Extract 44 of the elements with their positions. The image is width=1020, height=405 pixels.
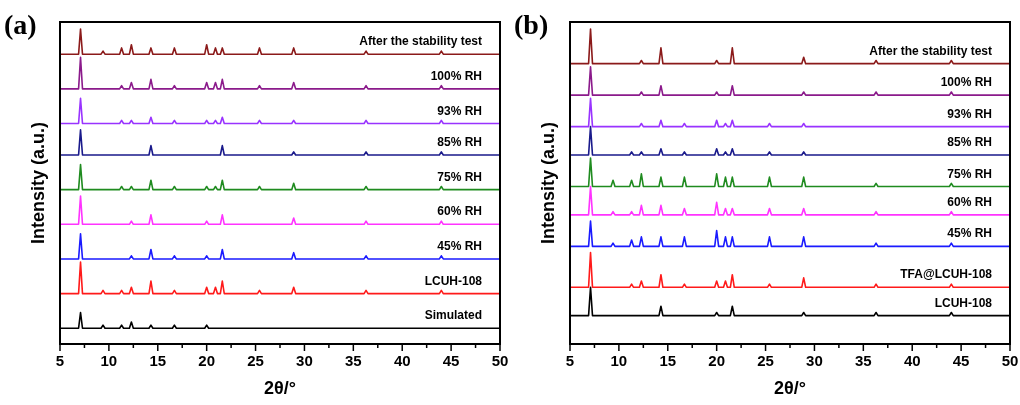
x-tick-label: 30	[806, 352, 823, 369]
y-axis-title: Intensity (a.u.)	[538, 121, 558, 245]
x-tick-label: 40	[393, 352, 411, 369]
x-tick-label: 20	[708, 352, 726, 369]
x-tick-label: 25	[247, 352, 264, 369]
series-label: 93% RH	[947, 106, 992, 121]
y-axis-title: Intensity (a.u.)	[28, 121, 48, 245]
series-label: 93% RH	[437, 103, 482, 118]
series-label: LCUH-108	[934, 295, 993, 310]
series-label: After the stability test	[869, 43, 992, 58]
x-tick-label: 45	[952, 352, 970, 369]
series-label: TFA@LCUH-108	[900, 267, 993, 282]
series-label: 100% RH	[940, 75, 992, 90]
x-axis-title: 2θ/°	[264, 378, 296, 398]
x-tick-label: 40	[903, 352, 921, 369]
series-label: 45% RH	[437, 238, 482, 253]
x-tick-label: 30	[296, 352, 313, 369]
series-label: After the stability test	[359, 34, 482, 49]
series-label: 75% RH	[947, 166, 992, 181]
x-tick-label: 50	[1001, 352, 1019, 369]
x-tick-label: 5	[565, 352, 575, 369]
x-tick-label: 5	[55, 352, 65, 369]
x-tick-label: 35	[344, 352, 362, 369]
series-label: 85% RH	[947, 135, 992, 149]
x-tick-label: 50	[491, 352, 509, 369]
series-label: 100% RH	[430, 68, 482, 83]
series-label: 45% RH	[947, 226, 992, 241]
series-label: 60% RH	[437, 204, 482, 219]
chart-title: (b)	[514, 9, 549, 40]
series-label: 85% RH	[437, 135, 482, 149]
chart-title: (a)	[4, 9, 37, 40]
x-tick-label: 20	[198, 352, 216, 369]
x-tick-label: 45	[442, 352, 460, 369]
series-label: 75% RH	[437, 169, 482, 184]
series-label: Simulated	[424, 308, 482, 323]
x-axis-title: 2θ/°	[774, 378, 806, 398]
x-tick-label: 25	[757, 352, 774, 369]
x-tick-label: 15	[149, 352, 167, 369]
series-label: LCUH-108	[424, 273, 483, 288]
series-label: 60% RH	[947, 194, 992, 209]
x-tick-label: 10	[100, 352, 118, 369]
x-tick-label: 35	[854, 352, 872, 369]
x-tick-label: 10	[610, 352, 628, 369]
x-tick-label: 15	[659, 352, 677, 369]
